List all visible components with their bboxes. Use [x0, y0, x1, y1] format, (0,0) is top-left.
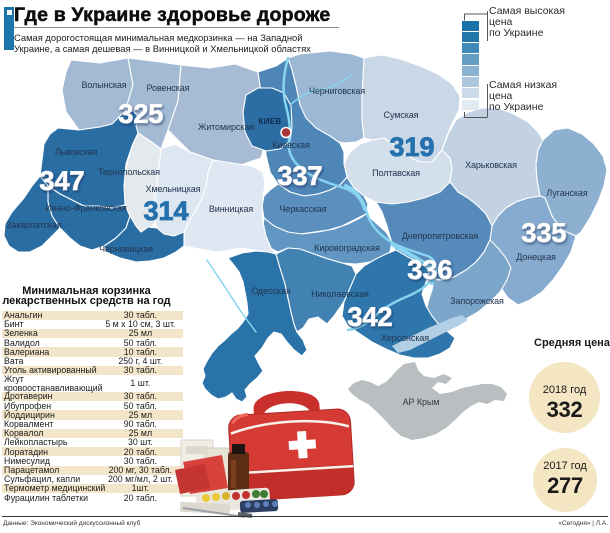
svg-text:347: 347 [39, 166, 84, 196]
svg-text:Кировоградская: Кировоградская [314, 243, 380, 253]
svg-text:КИЕВ: КИЕВ [259, 117, 282, 126]
svg-text:Волынская: Волынская [81, 80, 126, 90]
svg-text:Львовская: Львовская [55, 147, 98, 157]
svg-text:342: 342 [347, 302, 392, 332]
svg-text:Черкасская: Черкасская [279, 204, 326, 214]
svg-text:Луганская: Луганская [546, 188, 587, 198]
svg-text:Донецкая: Донецкая [516, 252, 556, 262]
svg-text:Черновицкая: Черновицкая [99, 244, 153, 254]
svg-text:Винницкая: Винницкая [209, 204, 253, 214]
svg-text:Киевская: Киевская [272, 140, 310, 150]
svg-text:Николаевская: Николаевская [311, 289, 369, 299]
svg-text:Полтавская: Полтавская [372, 168, 420, 178]
svg-text:Ивано-Франковская: Ивано-Франковская [45, 203, 127, 213]
svg-text:Сумская: Сумская [384, 110, 419, 120]
svg-text:Ровенская: Ровенская [147, 83, 190, 93]
svg-text:Житомирская: Житомирская [198, 122, 254, 132]
svg-text:Хмельницкая: Хмельницкая [146, 184, 201, 194]
svg-text:Харьковская: Харьковская [465, 160, 517, 170]
svg-text:Одесская: Одесская [251, 286, 291, 296]
svg-text:Днепропетровская: Днепропетровская [402, 231, 478, 241]
svg-text:337: 337 [277, 161, 322, 191]
svg-text:314: 314 [143, 196, 188, 226]
svg-text:325: 325 [118, 99, 163, 129]
svg-text:АР Крым: АР Крым [403, 397, 440, 407]
svg-text:319: 319 [389, 132, 434, 162]
svg-text:Запорожская: Запорожская [450, 296, 504, 306]
svg-text:Черниговская: Черниговская [309, 86, 365, 96]
svg-text:336: 336 [407, 255, 452, 285]
svg-text:Херсонская: Херсонская [381, 333, 429, 343]
svg-text:Закарпатская: Закарпатская [6, 220, 62, 230]
svg-text:335: 335 [521, 218, 566, 248]
svg-text:Тернопольская: Тернопольская [98, 167, 160, 177]
